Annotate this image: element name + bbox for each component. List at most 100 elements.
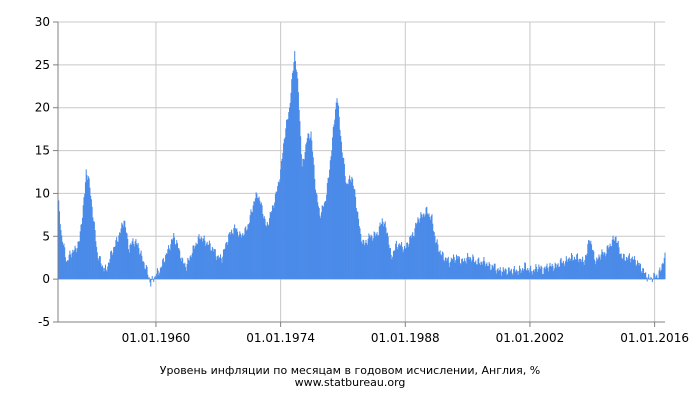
data-bar [187, 257, 189, 280]
data-bar [356, 211, 358, 280]
data-bar [588, 240, 590, 280]
data-bar [475, 260, 477, 280]
data-bar [224, 248, 226, 280]
data-bar [219, 257, 221, 280]
data-bar [186, 264, 188, 280]
data-bar [69, 250, 71, 280]
data-bar [340, 136, 342, 280]
data-bar [478, 257, 480, 280]
data-bar [255, 192, 257, 280]
data-bar [271, 205, 273, 280]
data-bar [233, 228, 235, 280]
data-bar [491, 264, 493, 280]
data-bar [513, 266, 515, 280]
data-bar [612, 235, 614, 280]
data-bar [126, 233, 128, 280]
data-bar [441, 255, 443, 280]
data-bar [205, 243, 207, 280]
data-bar [639, 262, 641, 280]
data-bar [180, 261, 182, 280]
data-bar [494, 263, 496, 280]
data-bar [470, 261, 472, 280]
data-bar [70, 254, 72, 280]
data-bar [152, 279, 154, 280]
data-bar [270, 212, 272, 280]
data-bar [490, 269, 492, 280]
data-bar [61, 241, 63, 280]
data-bar [570, 258, 572, 280]
data-bar [73, 250, 75, 280]
data-bar [88, 178, 90, 280]
data-bar [266, 221, 268, 280]
data-bar [434, 236, 436, 280]
data-bar [177, 248, 179, 280]
data-bar [411, 234, 413, 280]
data-bar [637, 262, 639, 280]
data-bar [444, 257, 446, 280]
data-bar [87, 179, 89, 280]
data-bar [220, 258, 222, 280]
data-bar [339, 129, 341, 280]
data-bar [640, 271, 642, 280]
data-bar [561, 262, 563, 280]
data-bar [198, 234, 200, 280]
data-bar [268, 225, 270, 280]
data-bar [486, 262, 488, 280]
data-bar [68, 254, 70, 280]
data-bar [562, 260, 564, 280]
data-bar [122, 226, 124, 280]
data-bar [392, 251, 394, 280]
data-bar [389, 248, 391, 280]
data-bar [659, 267, 661, 280]
data-bar [613, 239, 615, 280]
data-bar [257, 198, 259, 280]
data-bar [286, 119, 288, 280]
data-bar [474, 261, 476, 280]
data-bar [513, 268, 515, 280]
data-bar [173, 237, 176, 280]
data-bar [183, 264, 185, 280]
data-bar [632, 259, 634, 280]
data-bar [169, 250, 171, 280]
data-bar [648, 278, 650, 280]
data-bar [219, 254, 222, 280]
data-bar [324, 201, 326, 280]
y-axis-labels: -5 0 5 10 15 20 25 30 [35, 15, 50, 329]
data-bar [387, 236, 389, 280]
data-bar [642, 268, 644, 280]
data-bar [207, 245, 209, 280]
y-tick-label: 10 [35, 186, 50, 200]
data-bar [335, 109, 337, 280]
data-bar [499, 267, 501, 280]
data-bar [488, 262, 490, 280]
data-bar [289, 102, 291, 280]
data-bar [316, 194, 318, 280]
data-bar [182, 258, 184, 280]
data-bar [191, 253, 193, 280]
data-bar [67, 260, 69, 280]
data-bar [293, 62, 295, 280]
data-bar [164, 261, 166, 280]
data-bar [315, 192, 317, 280]
data-bar [621, 257, 623, 280]
y-tick-label: 15 [35, 144, 50, 158]
data-bar [272, 205, 274, 280]
data-bar [408, 243, 410, 280]
data-bar [464, 261, 466, 280]
data-bar [373, 231, 375, 280]
data-bar [275, 191, 277, 280]
data-bar [575, 259, 577, 280]
data-bar [116, 241, 118, 280]
data-bar [245, 226, 247, 280]
data-bar [277, 186, 279, 280]
data-bar [281, 158, 283, 280]
data-bar [369, 235, 371, 280]
data-bar [312, 151, 314, 280]
data-bar [123, 220, 125, 280]
data-bar [277, 181, 279, 280]
data-bar [107, 262, 109, 280]
data-bar [566, 259, 568, 280]
data-bar [415, 222, 417, 280]
data-bar [325, 200, 327, 280]
data-bar [525, 269, 527, 280]
